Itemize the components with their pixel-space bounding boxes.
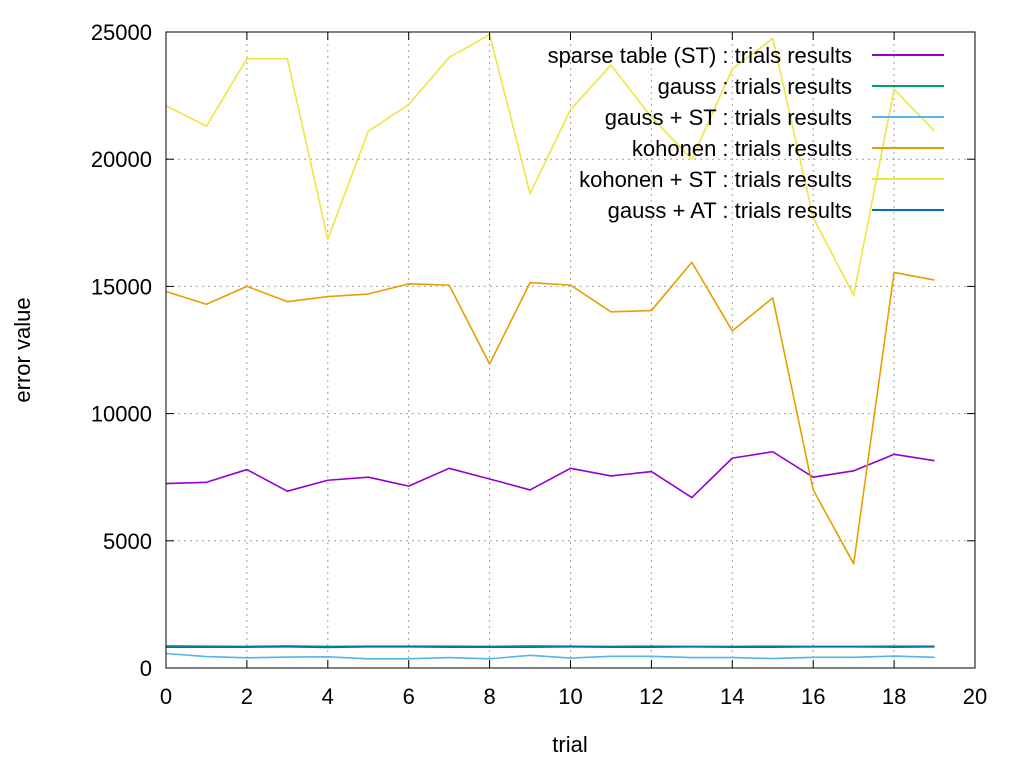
x-tick-label: 6 bbox=[403, 684, 415, 709]
x-tick-label: 18 bbox=[882, 684, 906, 709]
x-tick-label: 14 bbox=[720, 684, 744, 709]
y-tick-label: 5000 bbox=[103, 529, 152, 554]
legend-label: gauss + ST : trials results bbox=[605, 105, 852, 130]
grid-layer bbox=[166, 32, 975, 668]
x-tick-label: 12 bbox=[639, 684, 663, 709]
series-line-0 bbox=[165, 450, 935, 499]
y-tick-label: 10000 bbox=[91, 402, 152, 427]
legend-label: kohonen + ST : trials results bbox=[579, 167, 852, 192]
y-tick-label: 20000 bbox=[91, 147, 152, 172]
x-tick-label: 4 bbox=[322, 684, 334, 709]
y-axis-label: error value bbox=[10, 297, 35, 402]
series-line-5 bbox=[166, 646, 935, 649]
x-tick-label: 10 bbox=[558, 684, 582, 709]
series-line-4 bbox=[165, 33, 936, 297]
y-tick-label: 25000 bbox=[91, 20, 152, 45]
legend-label: kohonen : trials results bbox=[632, 136, 852, 161]
legend-label: sparse table (ST) : trials results bbox=[548, 43, 852, 68]
legend-label: gauss : trials results bbox=[658, 74, 852, 99]
x-axis-label: trial bbox=[552, 732, 587, 757]
x-tick-label: 8 bbox=[483, 684, 495, 709]
x-tick-label: 20 bbox=[963, 684, 987, 709]
series-line-3 bbox=[165, 261, 935, 565]
ticks-layer: 0 2 4 6 8 10 12 14 16 18 20 0 5000 10000 15000 20000 250… bbox=[91, 20, 987, 709]
x-tick-label: 0 bbox=[160, 684, 172, 709]
series-layer bbox=[165, 33, 936, 660]
y-tick-label: 15000 bbox=[91, 274, 152, 299]
y-tick-label: 0 bbox=[140, 656, 152, 681]
x-tick-label: 2 bbox=[241, 684, 253, 709]
legend: sparse table (ST) : trials results gauss … bbox=[548, 43, 944, 223]
x-tick-label: 16 bbox=[801, 684, 825, 709]
series-line-2 bbox=[165, 652, 935, 660]
legend-label: gauss + AT : trials results bbox=[608, 198, 852, 223]
